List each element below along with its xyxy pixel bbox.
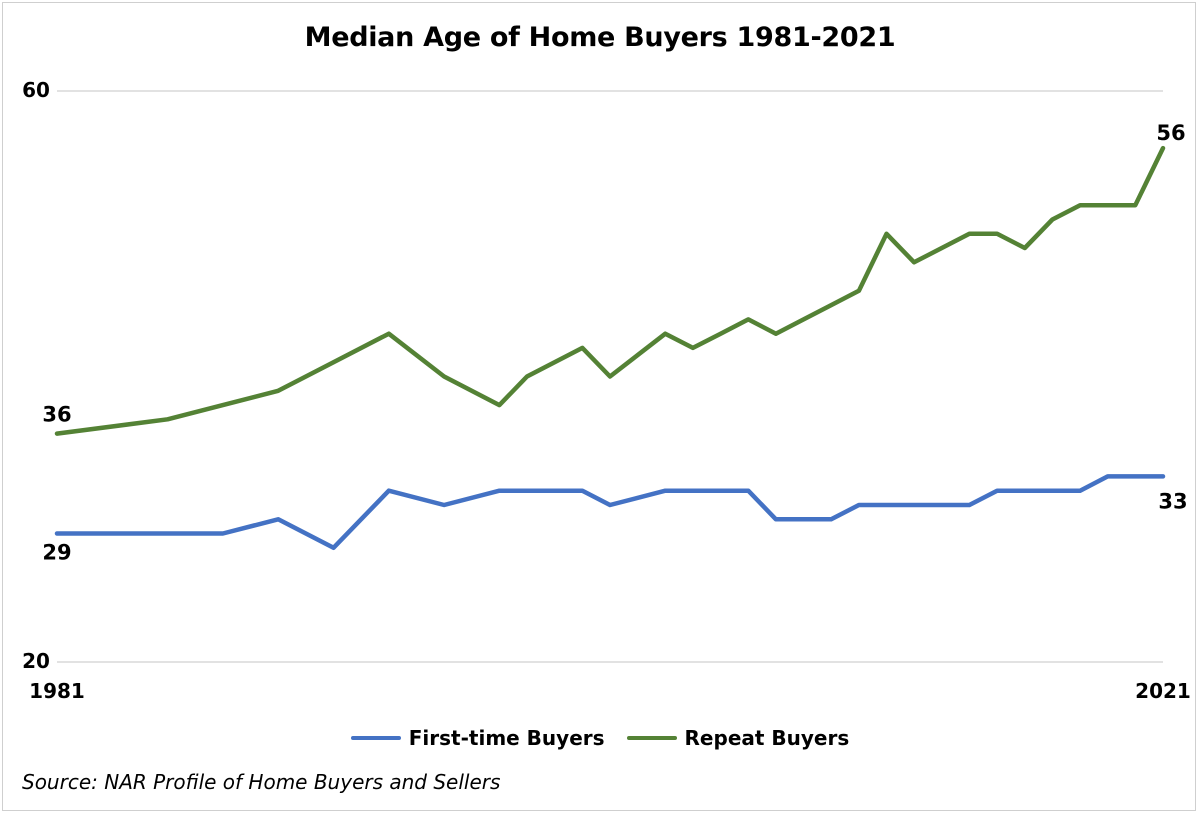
data-label: 33: [1158, 489, 1187, 513]
y-tick-label: 60: [22, 78, 50, 102]
series-line-first-time-buyers: [54, 474, 1166, 551]
data-label: 36: [42, 403, 71, 427]
chart-title: Median Age of Home Buyers 1981-2021: [304, 22, 896, 53]
data-label: 29: [42, 541, 71, 565]
data-label: 56: [1156, 121, 1185, 145]
legend-label-first-time: First-time Buyers: [408, 726, 605, 750]
x-tick-label: 2021: [1135, 679, 1191, 703]
legend-item-first-time: First-time Buyers: [350, 726, 605, 750]
legend-swatch-first-time: [350, 736, 401, 740]
legend-swatch-repeat: [626, 736, 677, 740]
source-note: Source: NAR Profile of Home Buyers and S…: [22, 770, 501, 794]
x-tick-label: 1981: [29, 679, 85, 703]
legend-label-repeat: Repeat Buyers: [684, 726, 850, 750]
legend: First-time Buyers Repeat Buyers: [0, 726, 1200, 750]
y-tick-label: 20: [22, 649, 50, 673]
legend-item-repeat: Repeat Buyers: [626, 726, 850, 750]
series-line-repeat-buyers: [54, 145, 1166, 436]
